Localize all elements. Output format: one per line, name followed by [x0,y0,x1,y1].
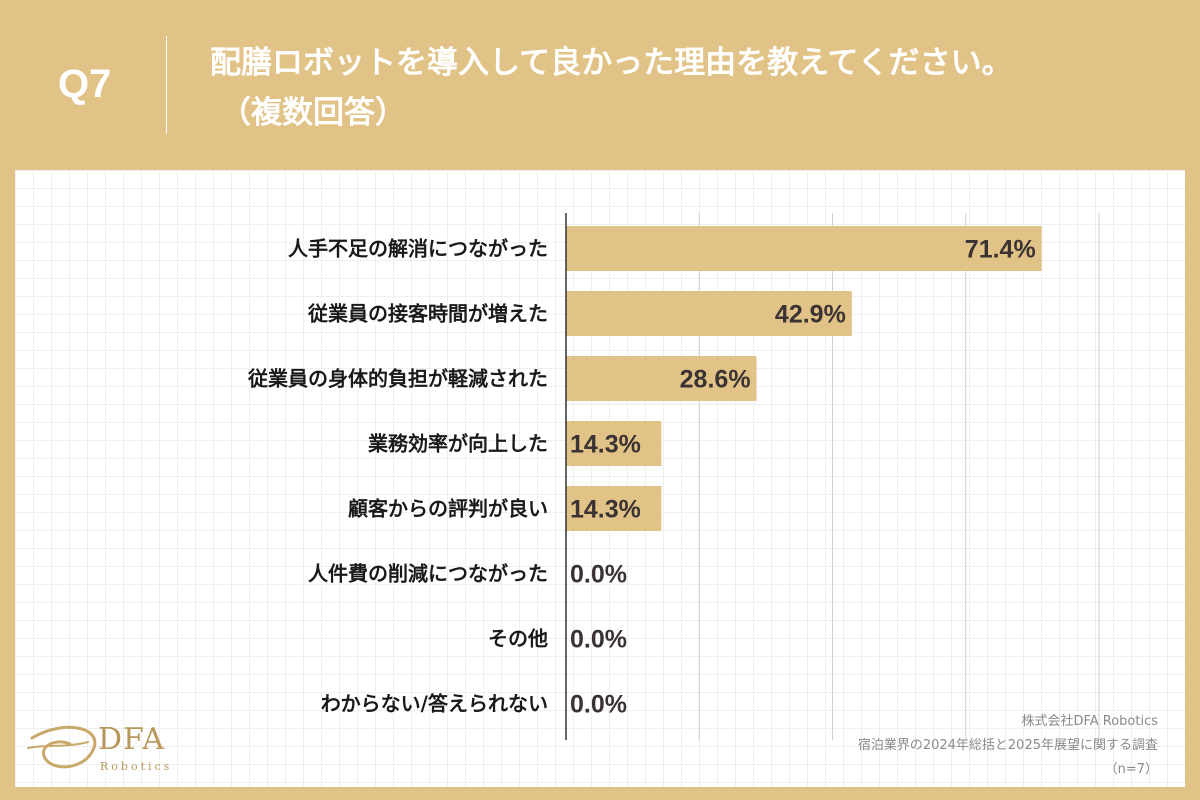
category-label: 従業員の身体的負担が軽減された [247,367,548,391]
bar [566,226,1042,271]
logo-subtitle: Robotics [100,760,173,773]
value-label: 42.9% [775,301,846,329]
category-label: 人手不足の解消につながった [288,237,548,261]
logo-name: DFA [98,722,165,757]
question-title-line2: （複数回答） [220,95,406,131]
header-band: Q7 配膳ロボットを導入して良かった理由を教えてください。 （複数回答） [0,0,1200,170]
value-label: 0.0% [570,561,627,589]
header-divider [166,36,167,134]
question-title: 配膳ロボットを導入して良かった理由を教えてください。 （複数回答） [210,38,1013,138]
source-sample-size: （n=7） [1104,762,1158,777]
value-label: 0.0% [570,626,627,654]
question-number: Q7 [58,62,112,106]
category-label: 人件費の削減につながった [308,562,548,586]
category-label: 顧客からの評判が良い [348,497,548,521]
bar [566,291,852,336]
value-label: 71.4% [965,236,1036,264]
chart-panel [15,170,1185,787]
value-label: 14.3% [570,431,641,459]
bar [566,486,662,531]
bar [566,356,757,401]
source-survey: 宿泊業界の2024年総括と2025年展望に関する調査 [857,738,1158,753]
dfa-logo-icon [27,725,97,769]
source-note: 株式会社DFA Robotics 宿泊業界の2024年総括と2025年展望に関す… [858,710,1158,782]
bar [566,421,662,466]
category-label: わからない/答えられない [321,692,548,716]
question-title-line1: 配膳ロボットを導入して良かった理由を教えてください。 [210,45,1013,81]
category-label: 業務効率が向上した [368,432,548,456]
value-label: 28.6% [680,366,751,394]
category-label: その他 [488,627,548,651]
value-label: 0.0% [570,691,627,719]
category-label: 従業員の接客時間が増えた [307,302,548,326]
value-label: 14.3% [570,496,641,524]
source-company: 株式会社DFA Robotics [1021,714,1158,729]
